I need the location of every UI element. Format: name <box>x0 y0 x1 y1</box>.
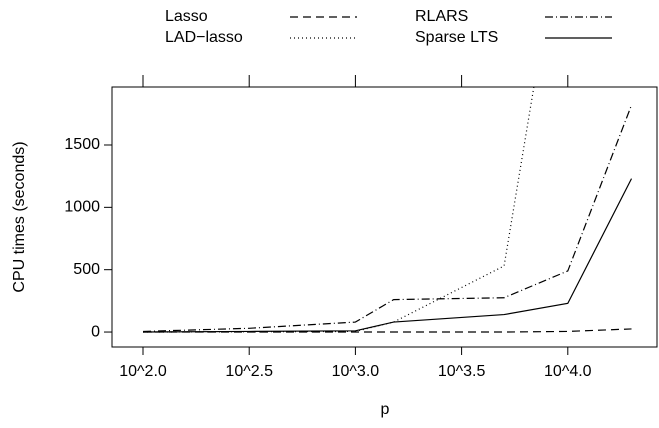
series-line <box>142 104 633 333</box>
x-tick-label: 10^2.0 <box>119 363 167 380</box>
series-line <box>143 87 535 333</box>
y-tick-label: 1000 <box>64 199 100 216</box>
legend-label: RLARS <box>415 8 468 25</box>
plot-frame <box>111 86 658 348</box>
y-tick-label: 500 <box>73 261 100 278</box>
x-tick-label: 10^3.5 <box>438 363 486 380</box>
legend-label: Sparse LTS <box>415 29 498 46</box>
y-axis-label: CPU times (seconds) <box>11 141 28 292</box>
x-tick-label: 10^2.5 <box>225 363 273 380</box>
series-line <box>143 178 633 333</box>
lines <box>142 87 633 333</box>
legend-label: Lasso <box>165 8 208 25</box>
x-tick-label: 10^4.0 <box>544 363 592 380</box>
legend-label: LAD−lasso <box>165 29 243 46</box>
x-axis-label: p <box>381 401 390 418</box>
y-tick-label: 0 <box>91 323 100 340</box>
y-tick-label: 1500 <box>64 136 100 153</box>
series-line <box>143 328 632 333</box>
x-tick-label: 10^3.0 <box>332 363 380 380</box>
